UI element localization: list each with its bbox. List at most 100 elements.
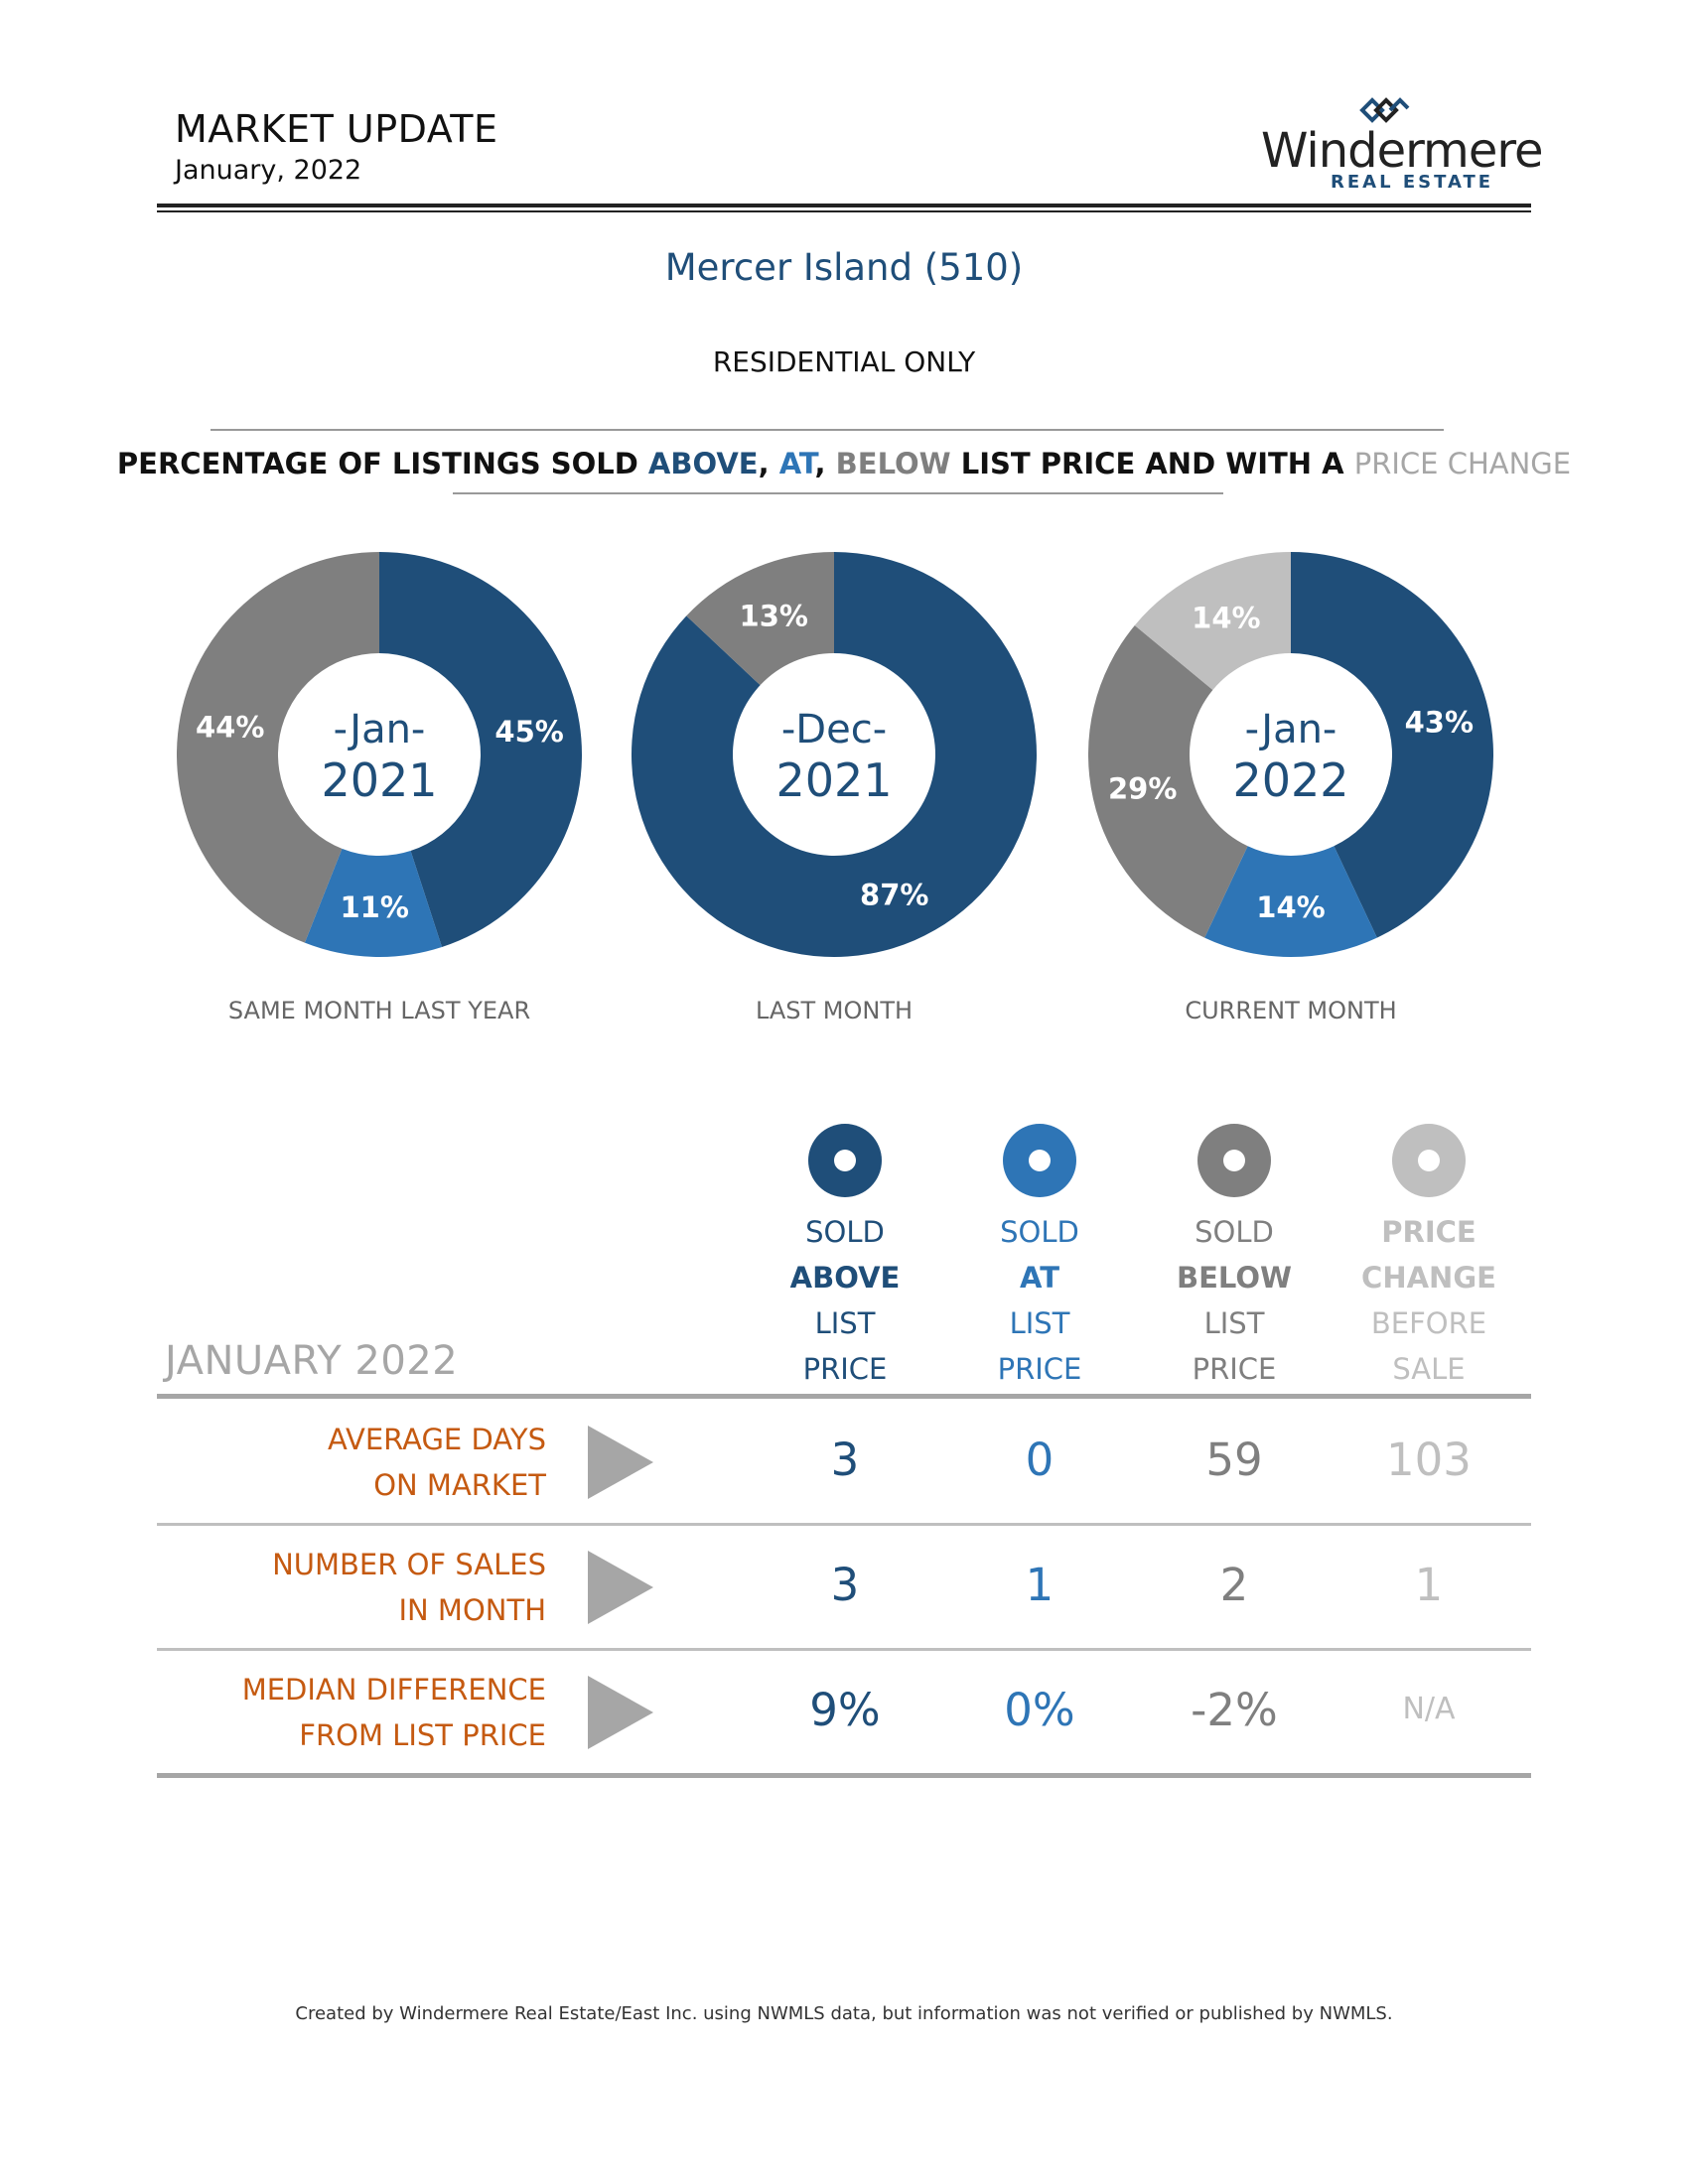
- heading-sep: ,: [758, 447, 779, 480]
- heading-below: BELOW: [835, 447, 951, 480]
- row-label: MEDIAN DIFFERENCE FROM LIST PRICE: [129, 1667, 546, 1758]
- column-header-line: ABOVE: [789, 1261, 901, 1295]
- donut-slice: [686, 552, 834, 686]
- table-cell: 3: [830, 1559, 860, 1611]
- footer-note: Created by Windermere Real Estate/East I…: [295, 2003, 1393, 2024]
- table-cell: 0%: [1004, 1684, 1075, 1736]
- row-arrow-icon: [588, 1426, 653, 1499]
- column-header-line: CHANGE: [1361, 1261, 1496, 1295]
- column-header-line: PRICE: [802, 1352, 888, 1386]
- table-cell: -2%: [1191, 1684, 1278, 1736]
- report-date: January, 2022: [175, 155, 362, 186]
- column-header-line: PRICE: [1381, 1215, 1477, 1249]
- row-label-line: AVERAGE DAYS: [328, 1423, 546, 1456]
- column-header-line: BELOW: [1177, 1261, 1292, 1295]
- donut-slice: [304, 848, 443, 957]
- donut-slice: [379, 552, 583, 948]
- column-header-line: SALE: [1392, 1352, 1466, 1386]
- donut-center-year: 2021: [321, 753, 437, 807]
- column-header: PRICE CHANGE BEFORE SALE: [1344, 1209, 1513, 1392]
- row-label-line: ON MARKET: [373, 1468, 546, 1502]
- heading-text: LIST PRICE AND WITH A: [950, 447, 1354, 480]
- legend-ring-icon: [1197, 1124, 1271, 1197]
- donut-center-month: -Jan-: [334, 707, 426, 752]
- table-cell: 103: [1386, 1433, 1472, 1486]
- heading-text: PERCENTAGE OF LISTINGS SOLD: [116, 447, 648, 480]
- table-cell: 1: [1025, 1559, 1055, 1611]
- column-header-line: SOLD: [1195, 1215, 1274, 1249]
- column-header: SOLD BELOW LIST PRICE: [1150, 1209, 1319, 1392]
- column-header-line: LIST: [1009, 1306, 1070, 1340]
- legend-ring-hole: [1223, 1150, 1245, 1171]
- donut-slice-label: 11%: [340, 890, 408, 924]
- table-row-divider: [157, 1648, 1531, 1651]
- column-header-line: AT: [1020, 1261, 1059, 1295]
- heading-at: AT: [778, 447, 815, 480]
- legend-ring-icon: [1003, 1124, 1076, 1197]
- column-header: SOLD ABOVE LIST PRICE: [761, 1209, 929, 1392]
- windermere-logo: Windermere REAL ESTATE: [1231, 95, 1544, 195]
- legend-ring-hole: [1029, 1150, 1051, 1171]
- header-rule-thick: [157, 204, 1531, 207]
- donut-slice: [1291, 552, 1493, 938]
- row-label-line: FROM LIST PRICE: [299, 1718, 546, 1752]
- period-label: JANUARY 2022: [165, 1338, 459, 1384]
- section-rule-bottom: [453, 492, 1223, 494]
- donut-caption: LAST MONTH: [756, 997, 913, 1024]
- section-heading: PERCENTAGE OF LISTINGS SOLD ABOVE, AT, B…: [0, 447, 1688, 480]
- row-label-line: MEDIAN DIFFERENCE: [241, 1673, 546, 1706]
- donut-center-year: 2022: [1232, 753, 1348, 807]
- donut-center-month: -Dec-: [781, 707, 887, 752]
- logo-text: Windermere: [1261, 123, 1544, 179]
- column-header-line: SOLD: [1000, 1215, 1079, 1249]
- column-header-line: SOLD: [805, 1215, 885, 1249]
- column-header-line: LIST: [814, 1306, 876, 1340]
- donut-slice-label: 43%: [1405, 706, 1474, 740]
- table-bottom-rule: [157, 1773, 1531, 1778]
- row-label-line: IN MONTH: [398, 1593, 546, 1627]
- donut-slice: [631, 552, 1037, 957]
- row-label-line: NUMBER OF SALES: [272, 1548, 546, 1581]
- section-rule-top: [211, 429, 1444, 431]
- logo-mark-icon: [1359, 97, 1410, 123]
- row-label: NUMBER OF SALES IN MONTH: [129, 1542, 546, 1633]
- table-cell: 3: [830, 1433, 860, 1486]
- donut-slice-label: 45%: [494, 715, 563, 749]
- property-type: RESIDENTIAL ONLY: [712, 345, 976, 378]
- donut-slice-label: 13%: [740, 600, 808, 633]
- donut-slice: [176, 552, 379, 943]
- heading-sep: ,: [814, 447, 836, 480]
- report-title: MARKET UPDATE: [175, 107, 498, 151]
- legend-ring-hole: [834, 1150, 856, 1171]
- table-row-divider: [157, 1523, 1531, 1526]
- donut-caption: SAME MONTH LAST YEAR: [228, 997, 530, 1024]
- donut-slice-label: 14%: [1192, 602, 1260, 635]
- table-top-rule: [157, 1394, 1531, 1399]
- header-rule-thin: [157, 210, 1531, 212]
- column-header-line: LIST: [1203, 1306, 1265, 1340]
- donut-slice: [1204, 846, 1377, 957]
- donut-slice-label: 87%: [860, 878, 928, 911]
- donut-slice-label: 29%: [1108, 771, 1177, 805]
- column-header-line: BEFORE: [1370, 1306, 1487, 1340]
- table-cell: 9%: [809, 1684, 881, 1736]
- table-cell: 2: [1219, 1559, 1249, 1611]
- table-cell: 0: [1025, 1433, 1055, 1486]
- column-header-line: PRICE: [997, 1352, 1082, 1386]
- donut-center-month: -Jan-: [1245, 707, 1337, 752]
- row-arrow-icon: [588, 1551, 653, 1624]
- logo-subtext: REAL ESTATE: [1331, 172, 1494, 193]
- column-header-line: PRICE: [1192, 1352, 1277, 1386]
- donut-slice: [1134, 552, 1291, 690]
- table-cell: N/A: [1402, 1692, 1456, 1726]
- table-cell: 59: [1205, 1433, 1263, 1486]
- column-header: SOLD AT LIST PRICE: [955, 1209, 1124, 1392]
- row-label: AVERAGE DAYS ON MARKET: [129, 1417, 546, 1508]
- heading-above: ABOVE: [647, 447, 759, 480]
- donut-center-year: 2021: [775, 753, 892, 807]
- legend-ring-hole: [1418, 1150, 1440, 1171]
- heading-price-change: PRICE CHANGE: [1353, 447, 1572, 480]
- donut-slice-label: 44%: [196, 710, 264, 744]
- table-cell: 1: [1414, 1559, 1444, 1611]
